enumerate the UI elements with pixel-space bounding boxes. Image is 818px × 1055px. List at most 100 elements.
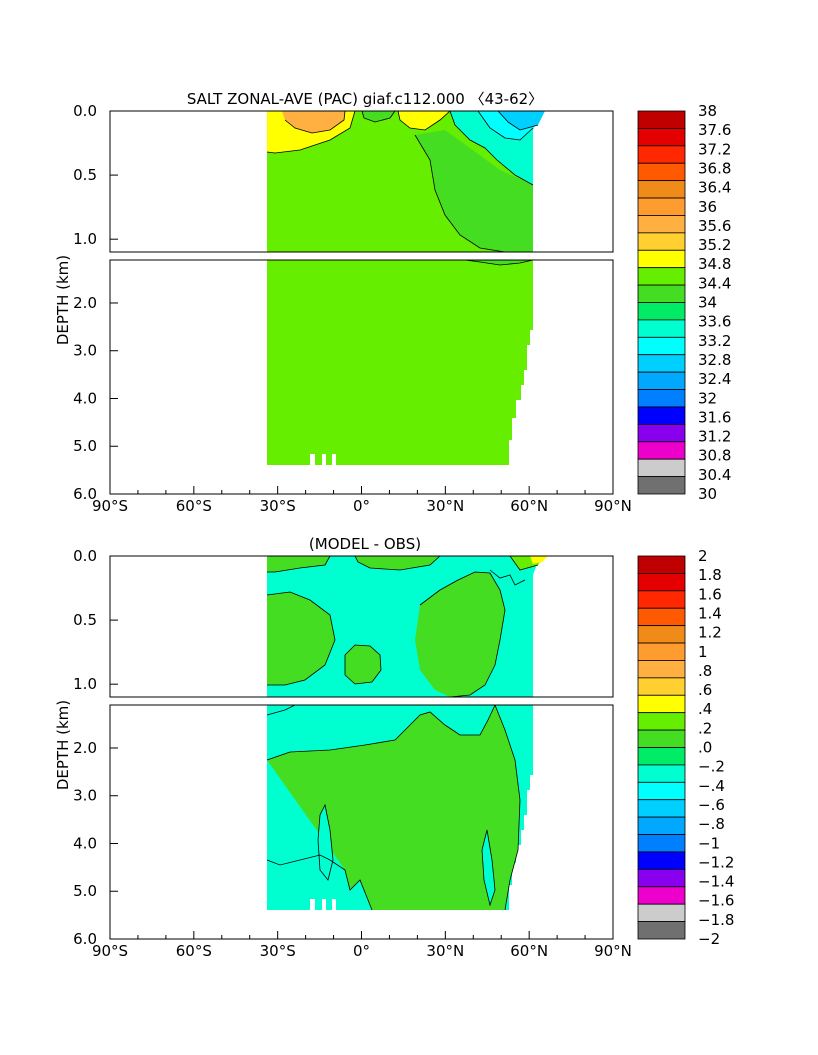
x-tick-label: 90°N	[594, 497, 632, 515]
colorbar-label: 34	[698, 294, 717, 312]
salt-upper-field	[267, 111, 545, 252]
x-tick-label: 0°	[353, 497, 370, 515]
salt-upper-contours	[266, 111, 539, 252]
colorbar-swatch	[637, 834, 686, 853]
colorbar-label: −1	[698, 834, 720, 852]
diff-upper-field	[267, 556, 548, 697]
y-tick-label: 3.0	[73, 342, 97, 360]
colorbar-swatch	[637, 145, 686, 164]
x-tick-label: 90°S	[92, 497, 128, 515]
y-tick-label: 6.0	[73, 930, 97, 948]
colorbar-swatch	[637, 423, 686, 443]
diff-colorbar: 21.81.61.41.21.8.6.4.2.0−.2−.4−.6−.8−1−1…	[637, 547, 734, 948]
colorbar-swatch	[637, 319, 686, 338]
colorbar-swatch	[637, 389, 686, 408]
x-tick-label: 60°N	[510, 942, 548, 960]
colorbar-label: 32.8	[698, 351, 731, 369]
salt-colorbar: 3837.637.236.836.43635.635.234.834.43433…	[637, 102, 731, 503]
chart-title-salt: SALT ZONAL-AVE (PAC) giaf.c112.000 〈43-6…	[187, 90, 543, 108]
colorbar-label: 34.8	[698, 255, 731, 273]
colorbar-swatch	[637, 816, 686, 835]
colorbar-label: 31.6	[698, 408, 731, 426]
colorbar-label: 33.6	[698, 313, 731, 331]
colorbar-swatch	[637, 406, 686, 425]
y-tick-label: 1.0	[73, 230, 97, 248]
colorbar-label: 32	[698, 389, 717, 407]
colorbar-label: −1.4	[698, 873, 734, 891]
colorbar-swatch	[637, 110, 686, 129]
y-tick-label: 4.0	[73, 389, 97, 407]
colorbar-label: .4	[698, 700, 712, 718]
colorbar-swatch	[637, 921, 686, 940]
colorbar-swatch	[637, 886, 686, 905]
colorbar-label: −.6	[698, 796, 725, 814]
colorbar-swatch	[637, 128, 686, 147]
colorbar-swatch	[637, 590, 686, 609]
colorbar-swatch	[637, 284, 686, 303]
colorbar-swatch	[637, 215, 686, 234]
colorbar-swatch	[637, 781, 686, 801]
colorbar-swatch	[637, 476, 686, 495]
colorbar-label: 37.2	[698, 140, 731, 158]
y-tick-label: 0.0	[73, 547, 97, 565]
colorbar-label: 2	[698, 547, 708, 565]
x-tick-label: 30°S	[260, 497, 296, 515]
colorbar-swatch	[637, 354, 686, 373]
colorbar-label: .6	[698, 681, 712, 699]
colorbar-swatch	[637, 799, 686, 818]
x-tick-label: 30°N	[426, 942, 464, 960]
x-tick-label: 0°	[353, 942, 370, 960]
colorbar-swatch	[637, 694, 686, 714]
colorbar-label: 37.6	[698, 121, 731, 139]
colorbar-label: −1.6	[698, 892, 734, 910]
colorbar-label: 36.8	[698, 159, 731, 177]
colorbar-swatch	[637, 458, 686, 477]
colorbar-label: 30.4	[698, 466, 731, 484]
y-tick-label: 2.0	[73, 294, 97, 312]
diff-upper-contours	[266, 556, 539, 697]
colorbar-label: −.8	[698, 815, 725, 833]
y-tick-label: 3.0	[73, 787, 97, 805]
colorbar-label: −.2	[698, 758, 725, 776]
colorbar-swatch	[637, 607, 686, 627]
colorbar-label: 36.4	[698, 179, 731, 197]
y-tick-label: 0.5	[73, 166, 97, 184]
colorbar-label: 38	[698, 102, 717, 120]
colorbar-label: 1.2	[698, 624, 722, 642]
colorbar-swatch	[637, 660, 686, 679]
colorbar-label: 31.2	[698, 428, 731, 446]
y-tick-label: 6.0	[73, 485, 97, 503]
x-tick-label: 30°S	[260, 942, 296, 960]
diff-ylabel: DEPTH (km)	[54, 700, 72, 790]
diff-lower-field	[267, 705, 533, 911]
colorbar-label: −1.8	[698, 911, 734, 929]
colorbar-swatch	[637, 197, 686, 216]
salt-lower-field	[267, 260, 533, 466]
colorbar-swatch	[637, 677, 686, 696]
x-tick-label: 90°N	[594, 942, 632, 960]
y-tick-label: 1.0	[73, 675, 97, 693]
colorbar-swatch	[637, 267, 686, 286]
colorbar-swatch	[637, 729, 686, 748]
x-tick-label: 60°S	[176, 497, 212, 515]
colorbar-swatch	[637, 441, 686, 460]
colorbar-swatch	[637, 712, 686, 731]
colorbar-swatch	[637, 302, 686, 321]
colorbar-label: 30	[698, 485, 717, 503]
x-tick-label: 90°S	[92, 942, 128, 960]
colorbar-label: 35.6	[698, 217, 731, 235]
chart-title-diff: (MODEL - OBS)	[309, 535, 421, 553]
colorbar-label: 1.8	[698, 566, 722, 584]
colorbar-swatch	[637, 903, 686, 922]
colorbar-swatch	[637, 180, 686, 199]
colorbar-label: 36	[698, 198, 717, 216]
x-tick-label: 30°N	[426, 497, 464, 515]
y-tick-label: 0.0	[73, 102, 97, 120]
colorbar-swatch	[637, 642, 686, 661]
colorbar-label: .2	[698, 719, 712, 737]
diff-lower-contours	[266, 705, 521, 911]
colorbar-swatch	[637, 573, 686, 592]
colorbar-label: 1	[698, 643, 708, 661]
colorbar-swatch	[637, 747, 686, 766]
